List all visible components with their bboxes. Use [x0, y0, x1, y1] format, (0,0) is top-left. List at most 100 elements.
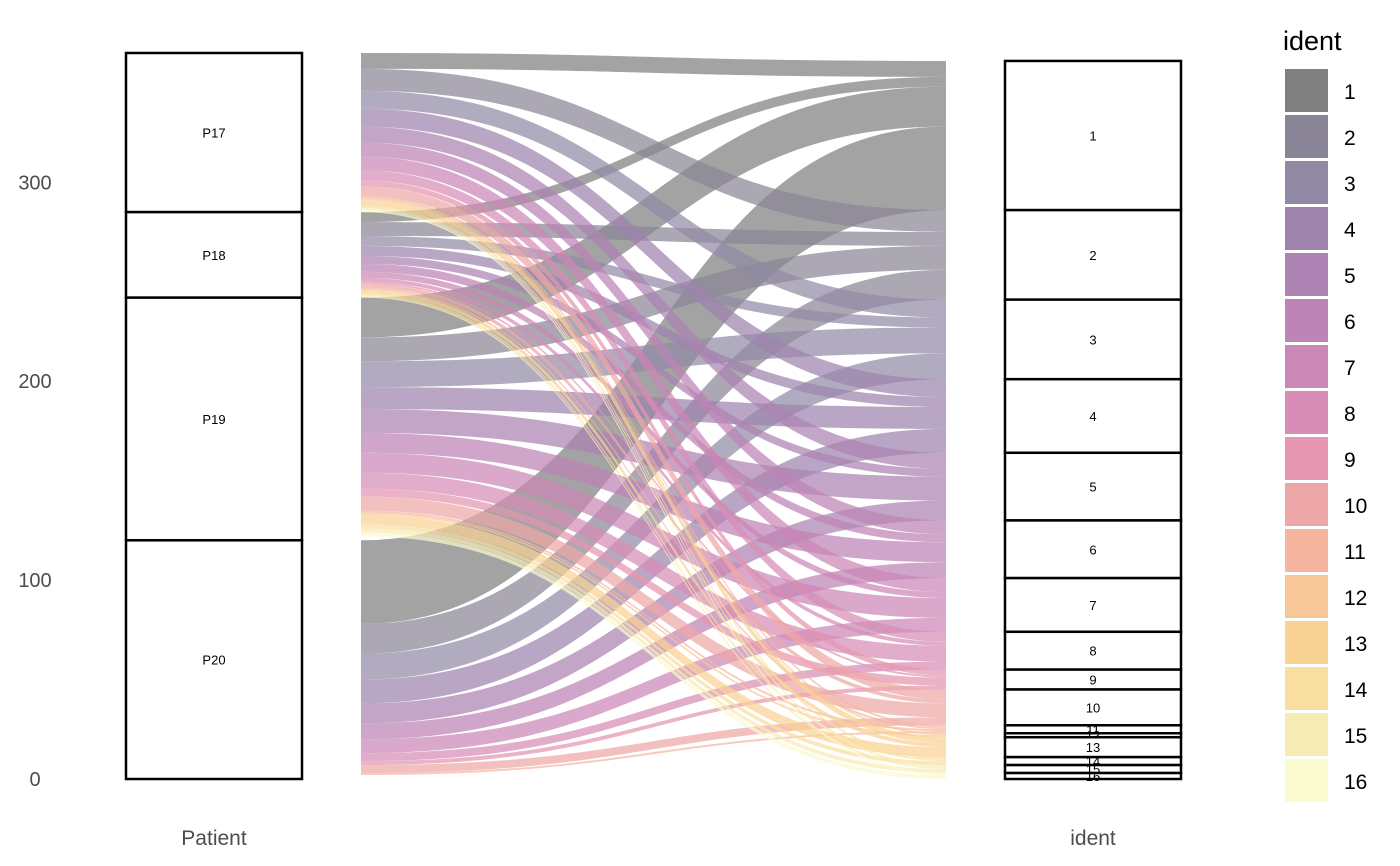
stratum-ident-10	[1003, 688, 1183, 727]
flow-P17-ident-4	[361, 108, 946, 398]
flow-P17-ident-8	[361, 170, 946, 642]
flow-P17-ident-1	[361, 52, 946, 77]
flow-P18-ident-3	[361, 235, 946, 328]
flow-P18-ident-11	[361, 287, 946, 730]
flow-P17-ident-7	[361, 156, 946, 593]
flow-P20-ident-8	[361, 661, 946, 762]
y-axis: 0 100 200 300	[18, 172, 51, 791]
flow-P17-ident-3	[361, 90, 946, 318]
flow-P17-ident-11	[361, 196, 946, 728]
flow-P19-ident-12	[361, 512, 946, 738]
legend-swatch	[1285, 713, 1328, 756]
legend-swatch	[1285, 483, 1328, 526]
flow-P19-ident-9	[361, 488, 946, 686]
flow-P17-ident-16	[361, 210, 946, 776]
legend-label: 11	[1344, 541, 1366, 564]
flow-P19-ident-15	[361, 528, 946, 774]
legend-label: 1	[1344, 81, 1356, 104]
stratum-ident-3	[1003, 298, 1183, 381]
flow-P19-ident-11	[361, 510, 946, 732]
flow-P17-ident-14	[361, 206, 946, 760]
flow-P17-ident-6	[361, 142, 946, 535]
legend-swatch	[1285, 437, 1328, 480]
legend-label: 12	[1344, 587, 1367, 610]
legend-swatch	[1285, 299, 1328, 342]
stratum-label-ident-2: 2	[1089, 248, 1096, 263]
legend-label: 5	[1344, 265, 1356, 288]
flow-P20-ident-11	[361, 731, 946, 776]
legend-swatch	[1285, 69, 1328, 112]
stratum-ident-4	[1003, 377, 1183, 455]
legend-label: 2	[1344, 127, 1356, 150]
flow-P18-ident-4	[361, 245, 946, 408]
flow-P17-ident-13	[361, 200, 946, 744]
legend-swatch	[1285, 115, 1328, 158]
stratum-label-ident-9: 9	[1089, 673, 1096, 688]
legend-swatch	[1285, 529, 1328, 572]
stratum-label-ident-1: 1	[1089, 129, 1096, 144]
legend-label: 10	[1344, 495, 1367, 518]
legend-swatch	[1285, 621, 1328, 664]
flow-P17-ident-5	[361, 126, 946, 469]
legend-swatch	[1285, 345, 1328, 388]
stratum-label-ident-6: 6	[1089, 542, 1096, 557]
legend-label: 4	[1344, 219, 1356, 242]
legend-label: 9	[1344, 449, 1356, 472]
flow-P17-ident-10	[361, 186, 946, 700]
stratum-label-ident-13: 13	[1086, 740, 1100, 755]
flow-P17-ident-15	[361, 208, 946, 768]
flow-P20-ident-7	[361, 617, 946, 754]
stratum-ident-16	[1003, 771, 1183, 781]
legend-swatch	[1285, 161, 1328, 204]
x-tick-label-patient: Patient	[181, 827, 247, 850]
flow-P19-ident-7	[361, 452, 946, 618]
legend-swatch	[1285, 575, 1328, 618]
y-tick-label: 0	[29, 769, 40, 791]
x-tick-label-ident: ident	[1070, 827, 1116, 850]
flow-P17-ident-2	[361, 68, 946, 233]
flow-P18-ident-7	[361, 271, 946, 598]
legend-label: 14	[1344, 679, 1368, 702]
legend-label: 13	[1344, 633, 1367, 656]
legend-swatch	[1285, 253, 1328, 296]
legend-label: 8	[1344, 403, 1356, 426]
stratum-P18	[124, 210, 304, 299]
stratum-label-P18: P18	[202, 248, 225, 263]
stratum-label-P17: P17	[202, 126, 225, 141]
stratum-ident-1	[1003, 59, 1183, 212]
stratum-P19	[124, 296, 304, 542]
legend-label: 3	[1344, 173, 1356, 196]
flow-P19-ident-13	[361, 514, 946, 758]
flow-P19-ident-10	[361, 496, 946, 718]
flow-P17-ident-9	[361, 180, 946, 676]
stratum-ident-6	[1003, 519, 1183, 580]
legend-swatch	[1285, 759, 1328, 802]
patient-strata: P17 P18 P19 P20	[124, 51, 304, 781]
flow-P18-ident-9	[361, 281, 946, 678]
stratum-label-ident-8: 8	[1089, 644, 1096, 659]
stratum-P17	[124, 51, 304, 214]
stratum-label-ident-7: 7	[1089, 598, 1096, 613]
stratum-label-P19: P19	[202, 412, 225, 427]
legend-label: 15	[1344, 725, 1367, 748]
legend-swatch	[1285, 391, 1328, 434]
y-tick-label: 100	[18, 570, 51, 592]
flow-P18-ident-5	[361, 255, 946, 477]
flow-P19-ident-8	[361, 472, 946, 662]
stratum-label-ident-4: 4	[1089, 409, 1096, 424]
stratum-label-ident-16: 16	[1086, 769, 1100, 784]
flow-P18-ident-15	[361, 295, 946, 770]
legend-swatch	[1285, 667, 1328, 710]
flow-P20-ident-10	[361, 717, 946, 774]
legend-label: 16	[1344, 771, 1367, 794]
legend-title: ident	[1283, 26, 1342, 56]
y-tick-label: 200	[18, 371, 51, 393]
flow-P19-ident-3	[361, 327, 946, 388]
y-tick-label: 300	[18, 172, 51, 194]
flow-P19-ident-6	[361, 432, 946, 563]
stratum-label-ident-3: 3	[1089, 332, 1096, 347]
stratum-ident-2	[1003, 208, 1183, 301]
